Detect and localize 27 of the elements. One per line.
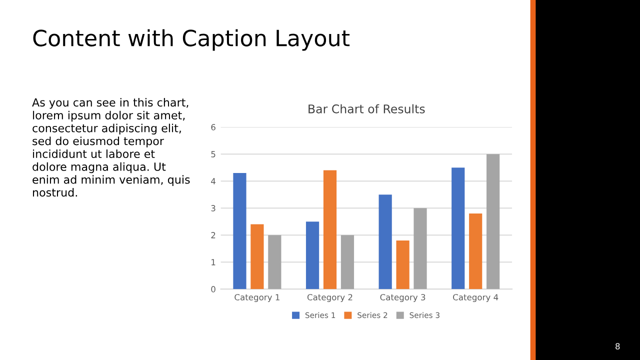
- bar: [396, 240, 410, 290]
- x-tick-label: Category 1: [234, 294, 280, 302]
- bar: [340, 235, 354, 290]
- bar: [469, 213, 482, 290]
- x-tick-label: Category 2: [307, 294, 352, 302]
- bar: [233, 172, 246, 290]
- y-tick-label: 0: [211, 286, 216, 292]
- text: Content with Caption Layout: [33, 29, 350, 51]
- text: As you can see in this chart, lorem ipsum dolor sit amet, consectetur adipiscing elit, sed do eiusmod tempor incididunt ut labore et dolore magna aliqua. Ut enim ad minim veniam, quis nostrud.: [32, 98, 190, 197]
- bar: [323, 170, 337, 290]
- y-tick-label: 5: [211, 151, 216, 158]
- y-tick-label: 1: [212, 259, 216, 266]
- x-tick-label: Category 4: [453, 294, 498, 302]
- y-tick-label: 6: [211, 124, 216, 130]
- text: 8: [616, 343, 620, 350]
- bar: [414, 208, 427, 290]
- y-tick-label: 3: [211, 205, 216, 212]
- bar: [378, 194, 392, 290]
- y-tick-label: 4: [211, 178, 216, 184]
- bar: [486, 154, 500, 290]
- chart-title: Bar Chart of Results: [308, 104, 425, 114]
- bar: [268, 235, 282, 290]
- bar: [452, 168, 465, 290]
- bar: [306, 222, 320, 290]
- y-tick-label: 2: [211, 232, 216, 238]
- bar: [250, 224, 264, 290]
- x-tick-label: Category 3: [380, 294, 426, 302]
